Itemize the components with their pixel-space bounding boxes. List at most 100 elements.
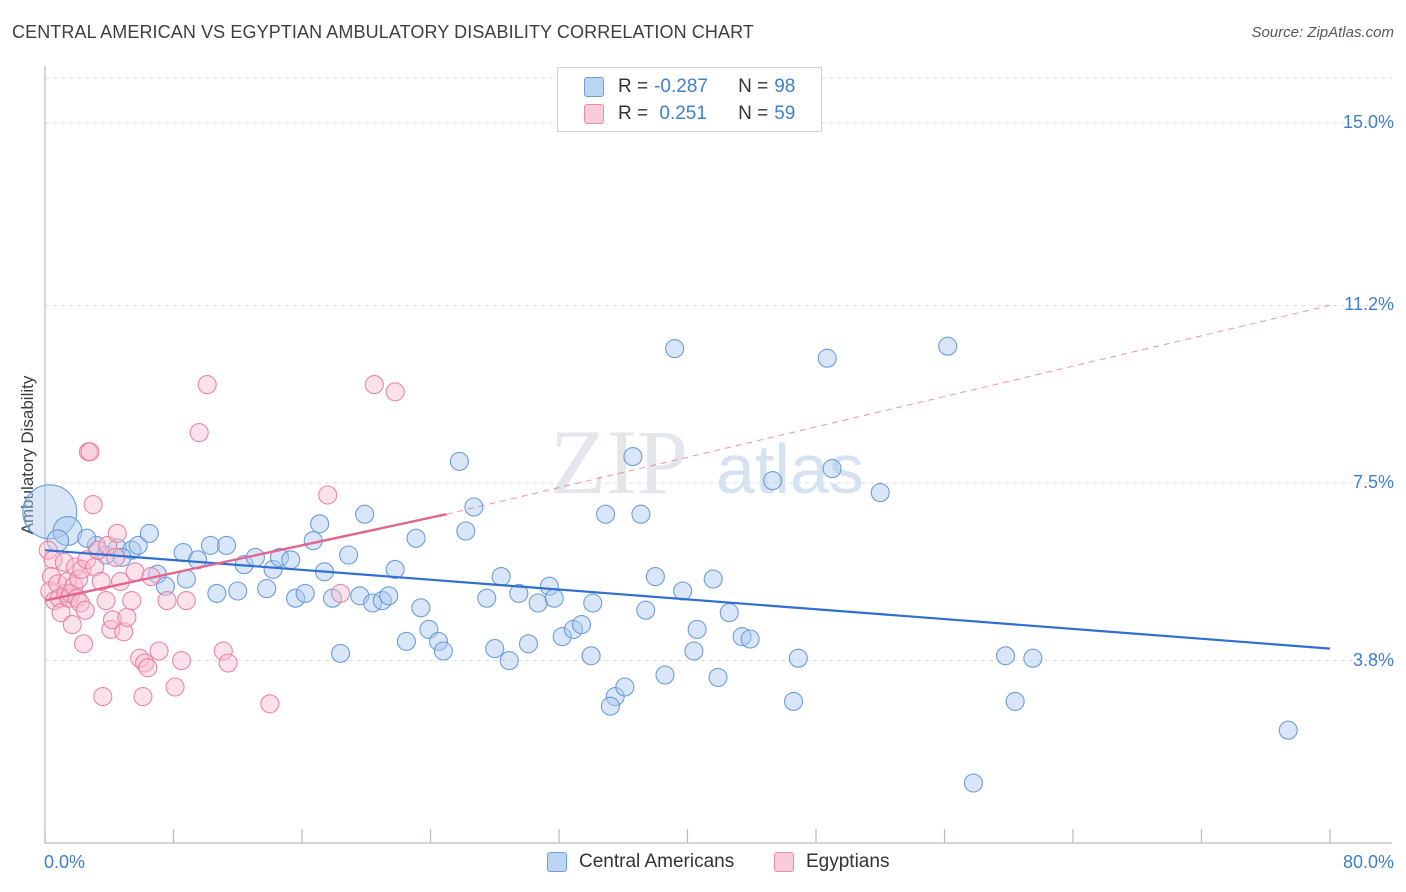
egyptian-point: [318, 485, 338, 505]
central-american-point: [200, 535, 220, 555]
central-american-point: [379, 586, 399, 606]
axes: [44, 66, 1392, 844]
central-american-point: [673, 581, 693, 601]
central-american-point: [269, 547, 290, 567]
central-american-point: [396, 631, 416, 651]
central-american-point: [330, 643, 351, 663]
central-american-point: [77, 528, 97, 548]
legend-n-label: N =: [738, 103, 769, 124]
central-american-point: [155, 576, 176, 596]
central-american-point: [128, 535, 148, 555]
central-american-point: [464, 497, 484, 517]
central-american-point: [571, 615, 592, 635]
central-american-point: [428, 631, 449, 651]
central-american-point: [596, 504, 616, 524]
central-american-point: [411, 598, 431, 618]
central-american-point: [938, 336, 958, 356]
egyptian-point: [176, 591, 196, 611]
central-american-point: [1278, 720, 1298, 740]
central-american-point: [615, 677, 635, 697]
egyptian-point: [80, 442, 100, 462]
egyptian-point: [157, 591, 177, 611]
central-american-point: [763, 471, 783, 491]
legend-row-egyptians: R = 0.251 N = 59: [584, 101, 795, 127]
central-american-point: [544, 588, 564, 608]
legend-r-label: R =: [618, 103, 649, 124]
central-american-point: [995, 646, 1016, 666]
egyptian-point: [213, 641, 233, 661]
source-label: Source: ZipAtlas.com: [1251, 24, 1394, 41]
central-american-point: [581, 646, 601, 666]
egyptian-point: [385, 382, 405, 402]
central-american-point: [509, 583, 529, 603]
central-american-point: [257, 579, 277, 599]
egyptian-point: [91, 571, 111, 591]
legend-r-value: -0.287: [654, 76, 708, 97]
central-american-point: [583, 593, 603, 613]
central-american-point: [295, 583, 315, 603]
central-american-point: [655, 665, 675, 685]
central-american-point: [719, 603, 739, 623]
egyptian-point: [74, 634, 94, 654]
legend-row-central-americans: R = -0.287 N = 98: [584, 74, 795, 100]
egyptian-point: [117, 607, 137, 627]
egyptians-points: [38, 375, 405, 714]
bottom-legend-egyptians: Egyptians: [774, 851, 889, 873]
central-american-point: [552, 627, 572, 647]
egyptian-point: [171, 651, 192, 671]
central-american-point: [817, 348, 837, 368]
egyptian-point: [189, 423, 209, 443]
bottom-legend-swatch-pink: [774, 852, 794, 872]
egyptian-point: [102, 610, 123, 630]
central-american-point: [740, 629, 760, 649]
central-american-point: [139, 523, 159, 543]
central-americans-points: [22, 336, 1298, 793]
egyptian-point: [77, 550, 97, 570]
central-american-point: [286, 588, 306, 608]
central-american-point: [528, 593, 548, 613]
central-american-point: [822, 459, 842, 479]
egyptian-point: [133, 687, 153, 707]
central-american-point: [783, 691, 804, 711]
egyptian-point: [54, 552, 74, 572]
x-tick-label-max: 80.0%: [1342, 852, 1394, 872]
egyptian-point: [83, 495, 103, 515]
egyptian-point: [122, 591, 142, 611]
watermark: ZIP atlas: [550, 411, 864, 513]
egyptian-point: [138, 658, 158, 678]
central-american-point: [491, 567, 511, 587]
egyptian-point: [114, 622, 134, 642]
central-american-point: [687, 619, 707, 639]
egyptians-trend-extension: [446, 304, 1331, 515]
central-american-point: [684, 641, 704, 661]
central-american-point: [456, 521, 476, 541]
bottom-legend-central-americans: Central Americans: [547, 851, 734, 873]
watermark-atlas: atlas: [716, 430, 864, 508]
y-tick-label: 11.2%: [1344, 294, 1394, 315]
central-american-point: [645, 567, 665, 587]
legend-n-value: 59: [774, 103, 796, 124]
central-american-point: [449, 451, 469, 471]
x-tick-label-min: 0.0%: [44, 852, 86, 872]
egyptian-point: [260, 694, 280, 714]
central-american-point: [870, 483, 890, 503]
central-american-point: [623, 447, 643, 467]
egyptian-point: [125, 562, 145, 582]
central-american-point: [708, 667, 728, 687]
egyptian-point: [165, 677, 185, 697]
central-american-point: [22, 484, 78, 540]
y-tick-label: 15.0%: [1342, 112, 1394, 132]
legend-swatch-pink: [584, 104, 604, 124]
central-american-point: [636, 600, 656, 620]
egyptian-point: [149, 641, 169, 661]
bottom-legend-label: Egyptians: [806, 851, 890, 872]
central-american-point: [310, 514, 330, 534]
central-american-point: [355, 504, 375, 524]
trend-lines: [44, 304, 1331, 650]
central-american-point: [216, 535, 237, 555]
egyptian-point: [96, 591, 116, 611]
y-tick-label: 3.8%: [1352, 649, 1394, 670]
egyptian-point: [93, 687, 113, 707]
central-american-point: [518, 634, 539, 654]
